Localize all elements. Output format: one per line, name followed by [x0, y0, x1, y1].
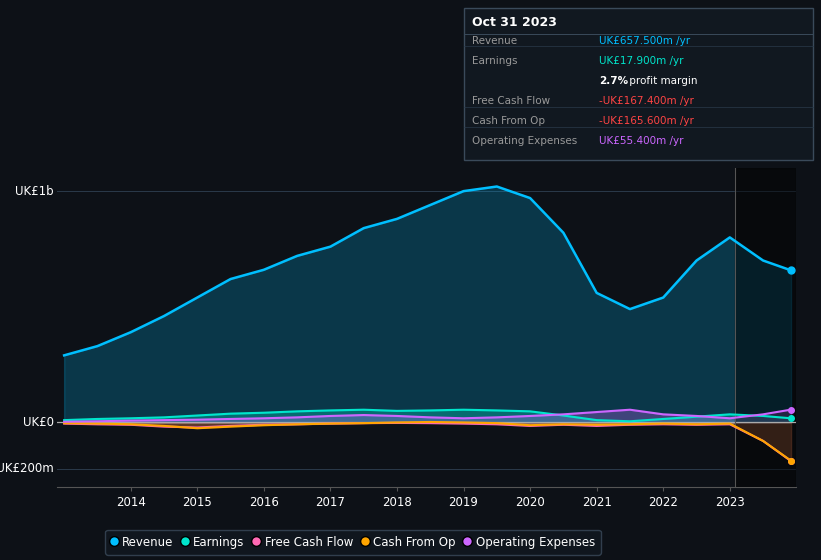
Text: UK£0: UK£0 — [23, 416, 54, 429]
Text: -UK£200m: -UK£200m — [0, 462, 54, 475]
Text: profit margin: profit margin — [626, 76, 698, 86]
Text: UK£1b: UK£1b — [15, 185, 54, 198]
Text: Free Cash Flow: Free Cash Flow — [472, 96, 550, 106]
Text: -UK£167.400m /yr: -UK£167.400m /yr — [599, 96, 695, 106]
Text: 2.7%: 2.7% — [599, 76, 628, 86]
Legend: Revenue, Earnings, Free Cash Flow, Cash From Op, Operating Expenses: Revenue, Earnings, Free Cash Flow, Cash … — [105, 530, 601, 555]
Text: Revenue: Revenue — [472, 36, 517, 46]
Text: UK£657.500m /yr: UK£657.500m /yr — [599, 36, 690, 46]
Text: UK£55.400m /yr: UK£55.400m /yr — [599, 137, 684, 147]
Text: Oct 31 2023: Oct 31 2023 — [472, 16, 557, 29]
Text: Cash From Op: Cash From Op — [472, 116, 545, 127]
Text: UK£17.900m /yr: UK£17.900m /yr — [599, 56, 684, 66]
Text: -UK£165.600m /yr: -UK£165.600m /yr — [599, 116, 695, 127]
Text: Operating Expenses: Operating Expenses — [472, 137, 577, 147]
Text: Earnings: Earnings — [472, 56, 517, 66]
Bar — [735, 168, 796, 487]
